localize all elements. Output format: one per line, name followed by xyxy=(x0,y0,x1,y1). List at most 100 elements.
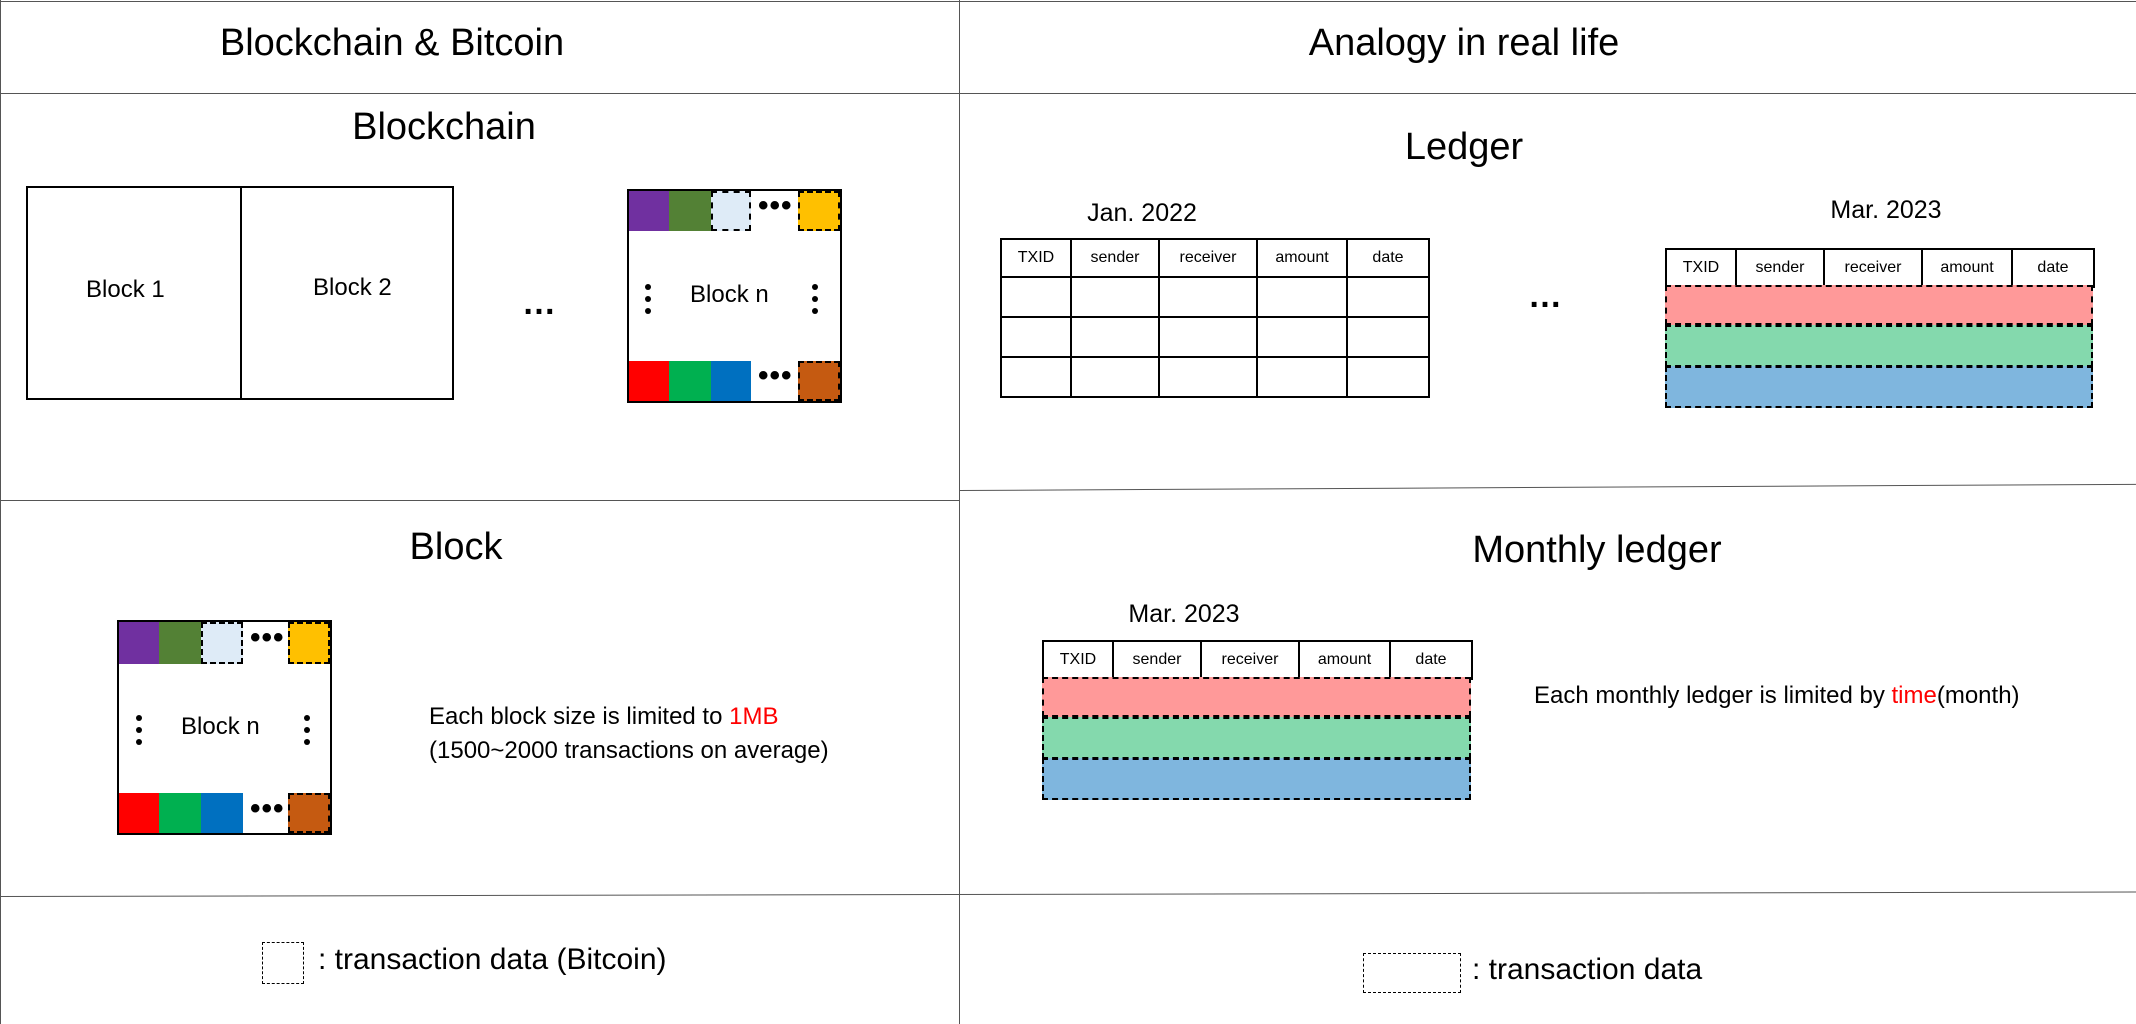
legend-right-text: : transaction data xyxy=(1472,953,1703,986)
monthly-desc-prefix: Each monthly ledger is limited by xyxy=(1534,682,1892,709)
tx-purple xyxy=(119,622,159,664)
col-txid: TXID xyxy=(1665,248,1737,288)
block-1-label: Block 1 xyxy=(86,276,165,303)
monthly-title: Monthly ledger xyxy=(1472,529,1722,571)
tx-row-blue xyxy=(1042,758,1471,800)
tx-lightblue xyxy=(201,622,243,664)
tx-blue xyxy=(711,361,751,401)
cell xyxy=(1346,316,1430,358)
tx-green xyxy=(669,361,711,401)
monthly-caption: Mar. 2023 xyxy=(1128,600,1240,628)
right-vertical-ellipsis xyxy=(811,284,819,320)
ledger-mar-table: TXID sender receiver amount date xyxy=(1665,248,2095,288)
right-vertical-ellipsis xyxy=(303,715,311,751)
tx-darkgreen xyxy=(669,191,711,231)
col-sender: sender xyxy=(1112,640,1202,680)
col-amount: amount xyxy=(1921,248,2013,288)
block-desc-line2: (1500~2000 transactions on average) xyxy=(429,737,829,764)
tx-green xyxy=(159,793,201,833)
col-amount: amount xyxy=(1256,238,1348,278)
tx-lightblue xyxy=(711,191,751,231)
ledger-mar-caption: Mar. 2023 xyxy=(1830,196,1942,224)
legend-right-swatch xyxy=(1363,953,1461,993)
monthly-desc-highlight: time xyxy=(1891,682,1937,709)
ledger-jan-caption: Jan. 2022 xyxy=(1087,199,1197,227)
cell xyxy=(1000,316,1072,358)
cell xyxy=(1256,356,1348,398)
block-desc-prefix: Each block size is limited to xyxy=(429,703,730,730)
header-left: Blockchain & Bitcoin xyxy=(219,22,565,64)
cell xyxy=(1256,276,1348,318)
col-txid: TXID xyxy=(1000,238,1072,278)
bottom-row-ellipsis: ••• xyxy=(250,792,285,825)
block-n-top xyxy=(627,189,842,403)
col-sender: sender xyxy=(1070,238,1160,278)
col-date: date xyxy=(1346,238,1430,278)
tx-darkgreen xyxy=(159,622,201,664)
cell xyxy=(1158,276,1258,318)
block-n-detail xyxy=(117,620,332,835)
tx-red xyxy=(119,793,159,833)
tx-gold xyxy=(288,622,330,664)
monthly-description: Each monthly ledger is limited by time(m… xyxy=(1534,679,2020,713)
col-receiver: receiver xyxy=(1200,640,1300,680)
block-2 xyxy=(240,186,454,400)
header-right: Analogy in real life xyxy=(1308,22,1620,64)
tx-purple xyxy=(629,191,669,231)
tx-row-green xyxy=(1665,325,2093,367)
tx-red xyxy=(629,361,669,401)
tx-orange xyxy=(288,793,330,833)
monthly-table: TXID sender receiver amount date xyxy=(1042,640,1473,680)
top-border xyxy=(0,1,2136,2)
block-title: Block xyxy=(409,526,503,568)
left-vertical-ellipsis xyxy=(135,715,143,751)
col-date: date xyxy=(1389,640,1473,680)
tx-row-red xyxy=(1665,285,2093,325)
cell xyxy=(1070,276,1160,318)
col-amount: amount xyxy=(1298,640,1391,680)
bottom-row-ellipsis: ••• xyxy=(758,359,793,392)
col-receiver: receiver xyxy=(1823,248,1923,288)
monthly-desc-suffix: (month) xyxy=(1936,682,2020,709)
column-divider xyxy=(959,0,960,1024)
cell xyxy=(1256,316,1348,358)
col-date: date xyxy=(2011,248,2095,288)
legend-left-swatch xyxy=(262,942,304,984)
ledger-jan-table: TXID sender receiver amount date xyxy=(1000,238,1430,398)
col-sender: sender xyxy=(1735,248,1825,288)
col-receiver: receiver xyxy=(1158,238,1258,278)
block-desc-highlight: 1MB xyxy=(729,703,779,730)
top-row-ellipsis: ••• xyxy=(250,621,285,654)
chain-ellipsis: … xyxy=(522,284,556,322)
tx-blue xyxy=(201,793,243,833)
col-txid: TXID xyxy=(1042,640,1114,680)
cell xyxy=(1158,316,1258,358)
mid-divider-right xyxy=(959,483,2136,491)
tx-row-red xyxy=(1042,677,1471,717)
cell xyxy=(1070,356,1160,398)
tx-row-green xyxy=(1042,717,1471,759)
block-2-label: Block 2 xyxy=(313,274,392,301)
ledger-ellipsis: … xyxy=(1528,277,1562,315)
block-n-label: Block n xyxy=(181,713,260,740)
cell xyxy=(1000,356,1072,398)
tx-orange xyxy=(798,361,840,401)
bottom-divider xyxy=(0,891,2136,897)
tx-row-blue xyxy=(1665,366,2093,408)
cell xyxy=(1346,276,1430,318)
blockchain-title: Blockchain xyxy=(352,106,536,148)
cell xyxy=(1346,356,1430,398)
cell xyxy=(1000,276,1072,318)
block-n-label: Block n xyxy=(690,281,769,308)
header-divider xyxy=(0,93,2136,94)
ledger-title: Ledger xyxy=(1404,126,1524,168)
top-row-ellipsis: ••• xyxy=(758,189,793,222)
mid-divider xyxy=(0,500,960,501)
left-border xyxy=(0,0,1,1024)
tx-gold xyxy=(798,191,840,231)
block-description: Each block size is limited to 1MB (1500~… xyxy=(429,700,829,768)
left-vertical-ellipsis xyxy=(644,284,652,320)
legend-left-text: : transaction data (Bitcoin) xyxy=(318,943,667,976)
cell xyxy=(1070,316,1160,358)
cell xyxy=(1158,356,1258,398)
